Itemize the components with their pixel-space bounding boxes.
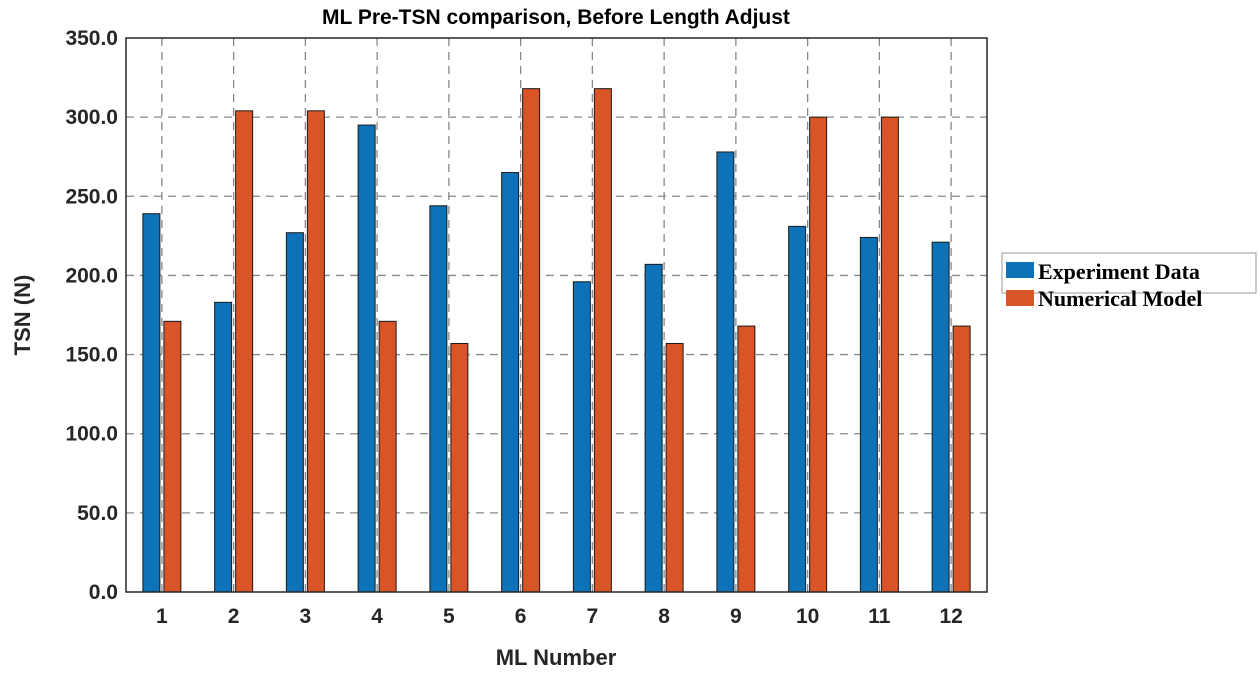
x-axis-label: ML Number <box>496 645 617 670</box>
x-tick-label: 11 <box>868 605 891 628</box>
x-tick-label: 12 <box>939 605 962 628</box>
y-tick-label: 0.0 <box>89 581 118 604</box>
legend-box <box>1001 252 1257 294</box>
x-tick-label: 6 <box>515 605 527 628</box>
plot-frame <box>125 37 988 593</box>
bar-numerical-10 <box>809 116 828 593</box>
x-tick-label: 5 <box>443 605 455 628</box>
grid <box>126 38 987 592</box>
bar-numerical-3 <box>306 110 325 593</box>
x-tick-label: 9 <box>730 605 742 628</box>
bar-numerical-5 <box>450 342 469 593</box>
y-tick-label: 300.0 <box>65 106 118 129</box>
legend-label-experiment: Experiment Data <box>1038 259 1200 284</box>
x-tick-label: 1 <box>156 605 168 628</box>
bar-experiment-11 <box>859 236 878 593</box>
bar-experiment-10 <box>788 225 807 593</box>
x-tick-label: 10 <box>796 605 819 628</box>
bar-numerical-11 <box>880 116 899 593</box>
x-tick-label: 4 <box>371 605 383 628</box>
x-tick-label: 8 <box>658 605 670 628</box>
bar-numerical-1 <box>163 320 182 593</box>
bar-numerical-2 <box>235 110 254 593</box>
bar-numerical-12 <box>952 325 971 593</box>
bar-experiment-4 <box>357 124 376 593</box>
y-tick-label: 100.0 <box>65 423 118 446</box>
x-tick-label: 3 <box>300 605 312 628</box>
y-axis-ticks: 0.0 50.0 100.0 150.0 200.0 250.0 300.0 350.0 <box>65 27 118 604</box>
bar-numerical-6 <box>522 88 541 593</box>
x-axis-ticks: 1 2 3 4 5 6 7 8 9 10 11 12 <box>156 605 963 628</box>
bar-experiment-12 <box>931 241 950 593</box>
x-tick-label: 7 <box>587 605 599 628</box>
bar-numerical-8 <box>665 342 684 593</box>
chart-title: ML Pre-TSN comparison, Before Length Adj… <box>322 6 790 29</box>
y-tick-label: 250.0 <box>65 185 118 208</box>
bar-experiment-7 <box>572 281 591 593</box>
bar-experiment-9 <box>716 151 735 593</box>
bar-numerical-4 <box>378 320 397 593</box>
y-axis-label: TSN (N) <box>10 275 35 356</box>
bars <box>142 88 971 593</box>
y-tick-label: 350.0 <box>65 27 118 50</box>
bar-experiment-2 <box>214 301 233 593</box>
legend: Experiment Data Numerical Model <box>1001 252 1257 311</box>
bar-experiment-1 <box>142 213 161 593</box>
legend-swatch-experiment <box>1006 262 1034 278</box>
bar-experiment-6 <box>501 172 520 593</box>
legend-label-numerical: Numerical Model <box>1038 286 1202 311</box>
y-tick-label: 50.0 <box>77 502 118 525</box>
bar-experiment-5 <box>429 205 448 593</box>
y-tick-label: 200.0 <box>65 264 118 287</box>
legend-swatch-numerical <box>1006 290 1034 306</box>
bar-numerical-7 <box>593 88 612 593</box>
bar-experiment-3 <box>285 232 304 593</box>
y-tick-label: 150.0 <box>65 344 118 367</box>
x-tick-label: 2 <box>228 605 240 628</box>
bar-numerical-9 <box>737 325 756 593</box>
bar-experiment-8 <box>644 263 663 593</box>
